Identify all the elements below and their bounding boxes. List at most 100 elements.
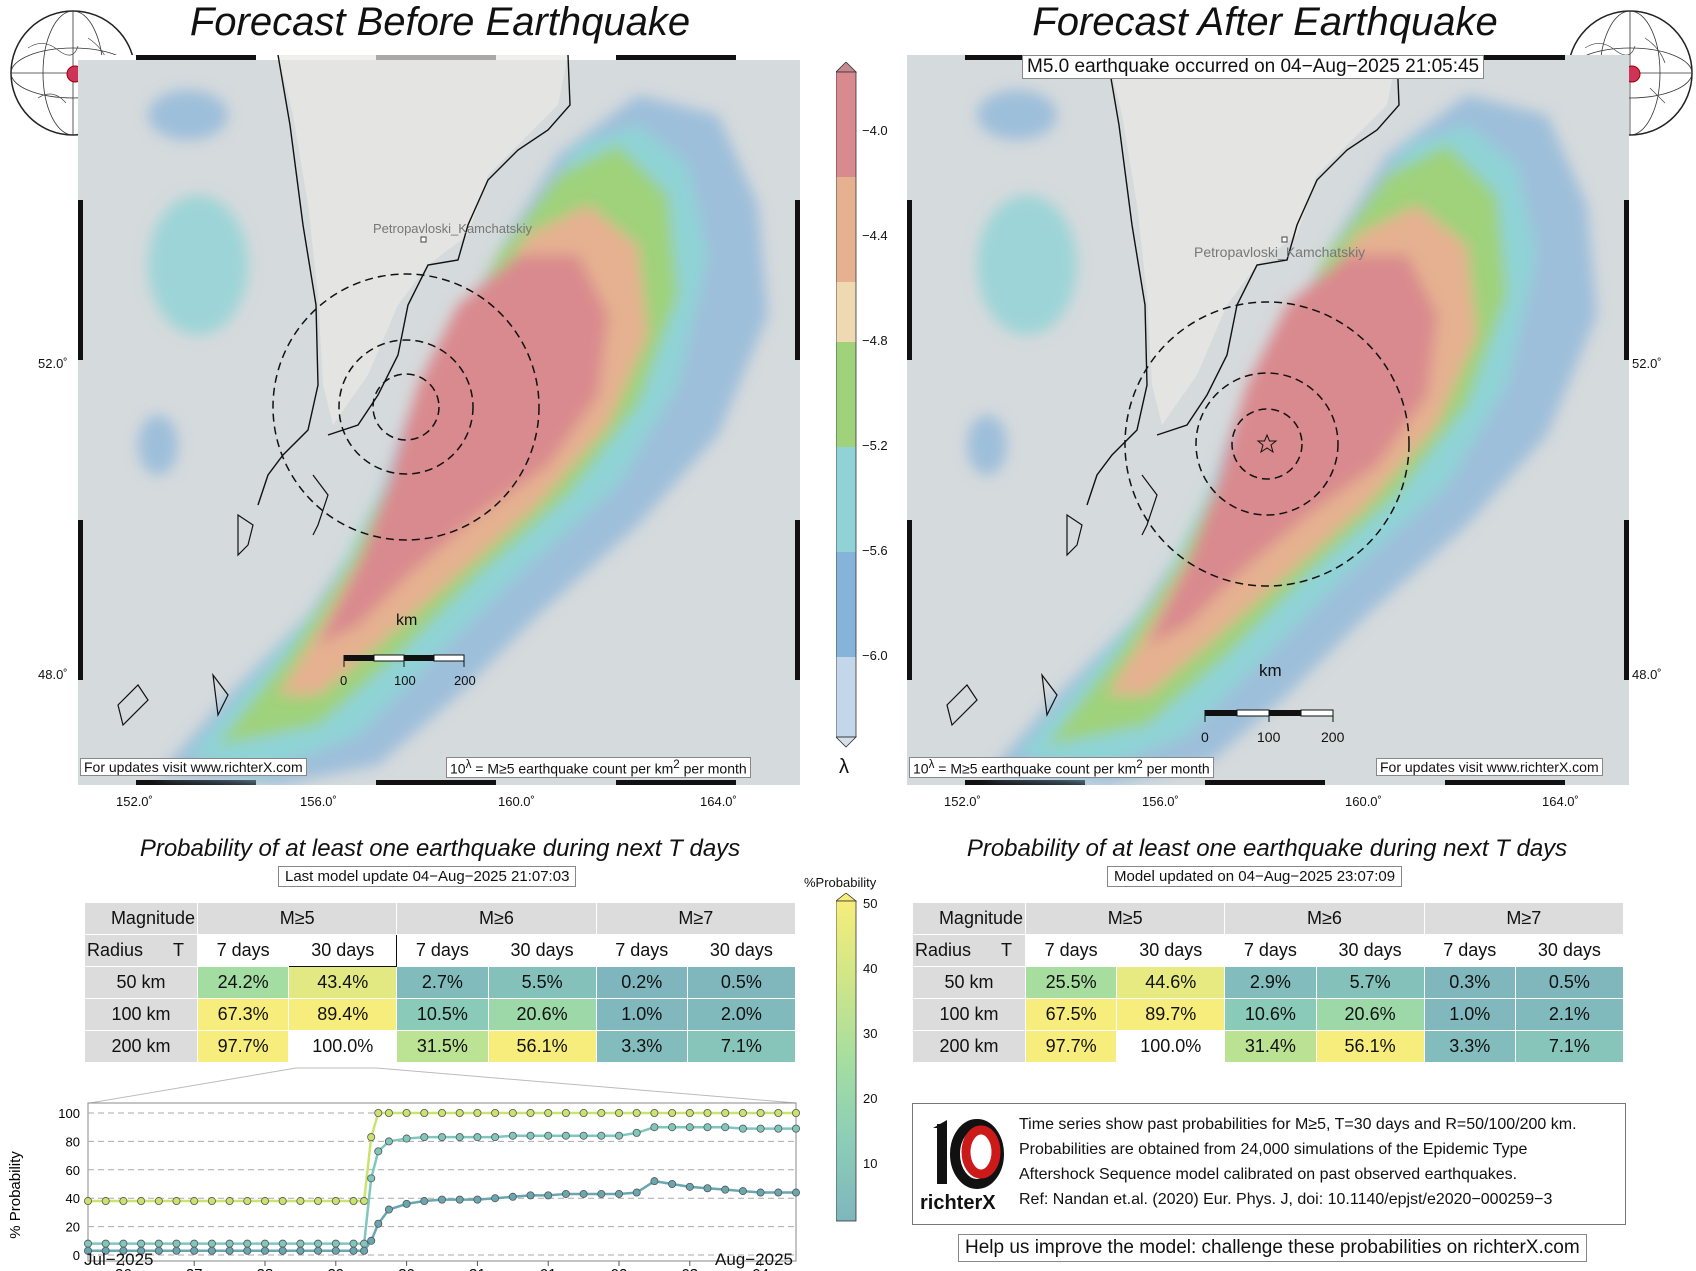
ts-point — [561, 1131, 570, 1140]
ts-point — [207, 1197, 216, 1206]
row-radius: 200 km — [84, 1030, 198, 1063]
city-label-before: Petropavloski_Kamchatskiy — [373, 221, 532, 236]
ts-point — [650, 1109, 659, 1118]
row-radius: 50 km — [912, 966, 1026, 999]
hdr-t-text-r: T — [1001, 940, 1013, 960]
hdr-radius-text: Radius — [87, 940, 144, 960]
updates-note-before: For updates visit www.richterX.com — [80, 758, 307, 776]
hdr-magnitude-r: Magnitude — [912, 902, 1026, 935]
hdr-magnitude: Magnitude — [84, 902, 198, 935]
ts-point — [349, 1246, 358, 1255]
ts-xtick-label: 31 — [469, 1266, 486, 1271]
hdr-m5-r: M≥5 — [1024, 902, 1226, 935]
prob-cell: 31.5% — [396, 1030, 489, 1063]
ts-point — [278, 1239, 287, 1248]
map-before: Petropavloski_Kamchatskiy km 0 100 200 F… — [78, 54, 800, 785]
ts-point — [402, 1109, 411, 1118]
ts-point — [668, 1109, 677, 1118]
ts-point — [296, 1246, 305, 1255]
hdr-radius-t: Radius T — [84, 934, 198, 967]
prob-table-before: Magnitude M≥5 M≥6 M≥7 Radius T 7 days 30… — [84, 902, 797, 1063]
ts-point — [455, 1109, 464, 1118]
prob-table-after: Magnitude M≥5 M≥6 M≥7 Radius T 7 days 30… — [912, 902, 1625, 1063]
prob-cell: 20.6% — [487, 998, 597, 1031]
row-radius: 200 km — [912, 1030, 1026, 1063]
ts-point — [367, 1236, 376, 1245]
ts-point — [402, 1134, 411, 1143]
probability-time-series: 100 80 60 40 20 0 26 27 28 29 30 31 01 02 03 04 % Prob… — [7, 1067, 801, 1271]
prob-cell: 25.5% — [1024, 966, 1118, 999]
cbar-tick-5: −6.0 — [862, 648, 888, 663]
scale-tick-200-after: 200 — [1321, 729, 1345, 745]
ts-point — [84, 1239, 93, 1248]
table-row: 200 km 97.7% 100.0% 31.5% 56.1% 3.3% 7.1… — [84, 1030, 797, 1063]
ts-point — [243, 1197, 252, 1206]
hdr-7d-m7: 7 days — [595, 934, 688, 967]
ts-point — [756, 1188, 765, 1197]
ts-point — [738, 1109, 747, 1118]
ts-point — [374, 1109, 383, 1118]
hdr-30d-m7: 30 days — [686, 934, 797, 967]
prob-cell: 31.4% — [1224, 1030, 1317, 1063]
ts-point — [367, 1133, 376, 1142]
help-banner[interactable]: Help us improve the model: challenge the… — [958, 1234, 1587, 1262]
ts-xtick-label: 29 — [327, 1266, 344, 1271]
ts-point — [455, 1195, 464, 1204]
ts-point — [190, 1246, 199, 1255]
prob-cbar-tick-30: 30 — [863, 1026, 878, 1041]
cbar-tick-3: −5.2 — [862, 438, 888, 453]
prob-cell: 5.5% — [487, 966, 597, 999]
ts-point — [668, 1180, 677, 1189]
table-row: 100 km 67.3% 89.4% 10.5% 20.6% 1.0% 2.0% — [84, 998, 797, 1031]
lon-tick-152-right: 152.0˚ — [944, 794, 981, 809]
ts-point — [84, 1246, 93, 1255]
hdr-m7: M≥7 — [595, 902, 797, 935]
ts-ytick-label: 100 — [58, 1106, 80, 1121]
ts-point — [597, 1131, 606, 1140]
hdr-30d-m5: 30 days — [288, 934, 398, 967]
cbar-tick-2: −4.8 — [862, 333, 888, 348]
prob-cell: 2.9% — [1224, 966, 1317, 999]
ts-point — [437, 1109, 446, 1118]
ts-point — [650, 1177, 659, 1186]
lat-tick-48-left: 48.0˚ — [38, 667, 68, 682]
info-line-1: Time series show past probabilities for … — [1019, 1116, 1577, 1133]
ts-point — [360, 1197, 369, 1206]
row-radius: 50 km — [84, 966, 198, 999]
ts-point — [437, 1133, 446, 1142]
info-line-4: Ref: Nandan et.al. (2020) Eur. Phys. J, … — [1019, 1191, 1553, 1208]
hdr-m6: M≥6 — [396, 902, 597, 935]
ts-point — [154, 1246, 163, 1255]
ts-point — [632, 1109, 641, 1118]
prob-cbar-tick-50: 50 — [863, 896, 878, 911]
prob-colorbar — [836, 893, 858, 1222]
lon-tick-156-right: 156.0˚ — [1142, 794, 1179, 809]
left-model-update: Last model update 04−Aug−2025 21:07:03 — [278, 866, 577, 887]
lambda-note-suffix-after: per month — [1142, 760, 1210, 777]
hdr-7d-m6: 7 days — [396, 934, 489, 967]
prob-cell: 97.7% — [196, 1030, 290, 1063]
ts-point — [296, 1197, 305, 1206]
prob-cell: 100.0% — [288, 1030, 398, 1063]
ts-point — [703, 1123, 712, 1132]
ts-point — [615, 1109, 624, 1118]
hdr-radius-t-r: Radius T — [912, 934, 1026, 967]
ts-point — [579, 1189, 588, 1198]
richterx-logo-text: richterX — [920, 1192, 996, 1214]
event-banner: M5.0 earthquake occurred on 04−Aug−2025 … — [1022, 55, 1485, 79]
lat-tick-48-right: 48.0˚ — [1632, 667, 1662, 682]
prob-cell: 0.5% — [1514, 966, 1625, 999]
info-line-3: Aftershock Sequence model calibrated on … — [1019, 1166, 1518, 1183]
table-row: 100 km 67.5% 89.7% 10.6% 20.6% 1.0% 2.1% — [912, 998, 1625, 1031]
map-after: M5.0 earthquake occurred on 04−Aug−2025 … — [907, 54, 1629, 785]
ts-point — [374, 1147, 383, 1156]
ts-ytick-label: 20 — [66, 1220, 80, 1235]
info-line-2: Probabilities are obtained from 24,000 s… — [1019, 1141, 1528, 1158]
ts-point — [190, 1239, 199, 1248]
ts-point — [774, 1188, 783, 1197]
prob-cell: 5.7% — [1315, 966, 1425, 999]
ts-point — [314, 1239, 323, 1248]
ts-point — [360, 1246, 369, 1255]
prob-cell: 7.1% — [686, 1030, 797, 1063]
scale-tick-0-after: 0 — [1201, 729, 1209, 745]
